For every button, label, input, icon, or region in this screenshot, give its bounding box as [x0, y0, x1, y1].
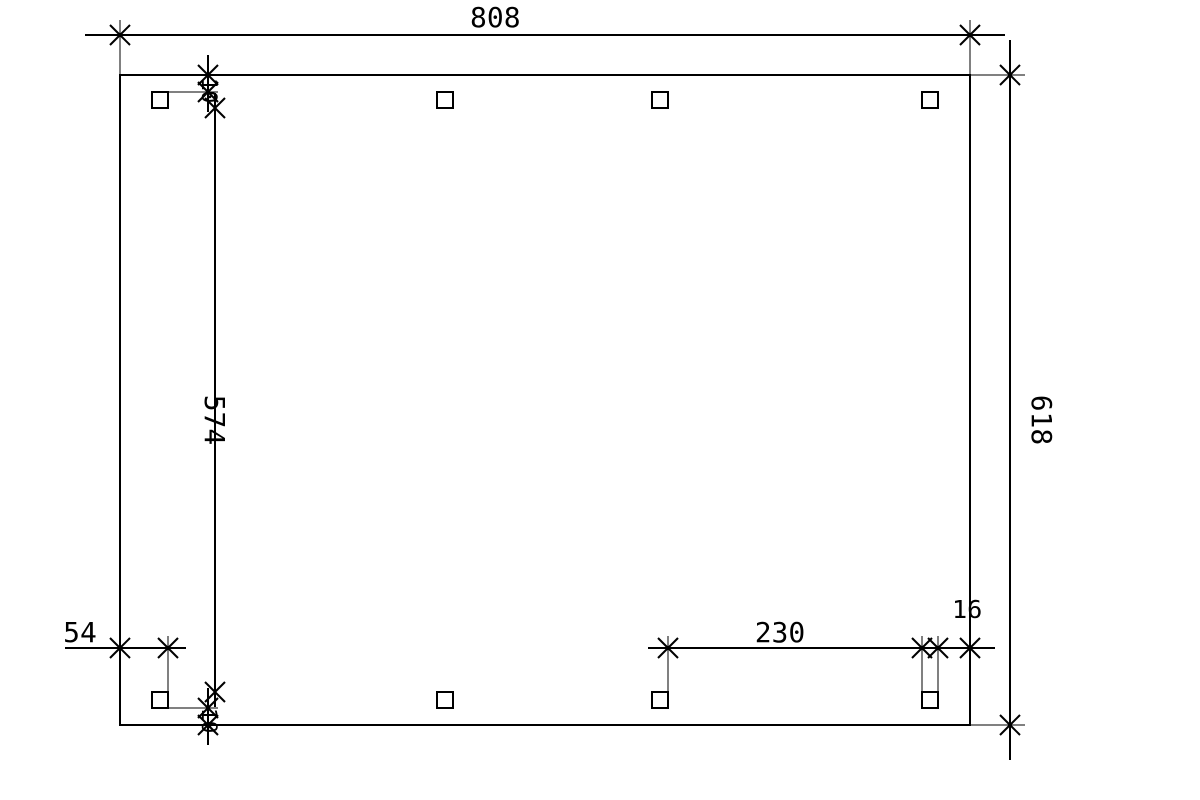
dim-inner-height-label: 574: [198, 395, 231, 446]
mounting-hole-3: [922, 92, 938, 108]
main-outline: [120, 75, 970, 725]
dim-height-label: 618: [1025, 395, 1058, 446]
mounting-hole-1: [437, 92, 453, 108]
mounting-hole-0: [152, 92, 168, 108]
mounting-hole-6: [652, 692, 668, 708]
dim-span-230-label: 230: [755, 616, 806, 649]
dim-offset-54-label: 54: [63, 616, 97, 649]
technical-drawing: 808 618 574 54 230 16 10 10: [0, 0, 1200, 800]
mounting-hole-4: [152, 692, 168, 708]
mounting-hole-2: [652, 92, 668, 108]
mounting-hole-7: [922, 692, 938, 708]
dim-bot-10-label: 10: [197, 708, 221, 733]
dim-offset-16-label: 16: [952, 595, 982, 624]
dim-top-10-label: 10: [197, 78, 221, 103]
dim-width-label: 808: [470, 1, 521, 34]
mounting-hole-5: [437, 692, 453, 708]
